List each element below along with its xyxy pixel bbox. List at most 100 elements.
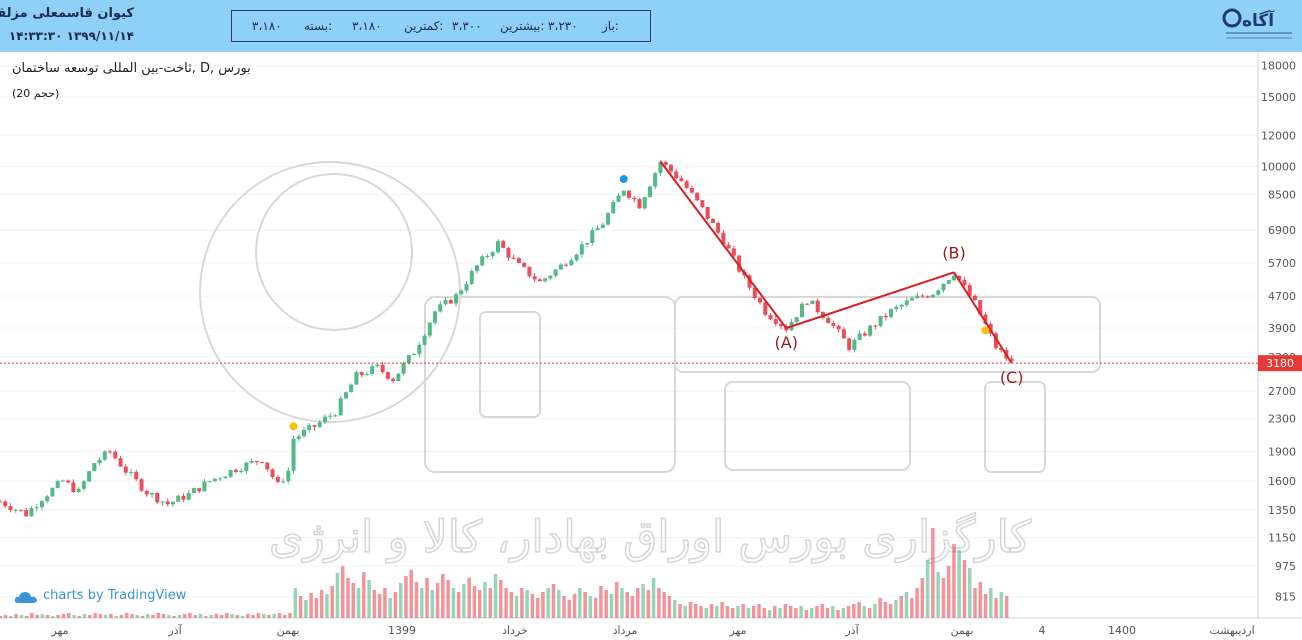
volume-bar: [662, 592, 666, 618]
watermark-shape: [724, 381, 911, 471]
candle-body: [731, 248, 736, 256]
candle-body: [207, 481, 212, 483]
volume-bar: [741, 604, 745, 618]
volume-bar: [957, 550, 961, 618]
x-tick-label: آذر: [167, 623, 182, 637]
volume-bar: [251, 615, 255, 618]
candle-body: [338, 398, 343, 416]
volume-bar: [351, 583, 356, 618]
volume-bar: [999, 592, 1004, 618]
volume-bar: [636, 588, 640, 618]
candle-body: [543, 278, 548, 282]
candle-body: [773, 319, 778, 325]
candle-body: [433, 311, 438, 323]
volume-bar: [272, 614, 276, 618]
volume-bar: [678, 604, 682, 618]
volume-bar: [66, 613, 71, 618]
candle-body: [957, 275, 962, 281]
volume-bar: [651, 578, 656, 618]
volume-bar: [546, 588, 550, 618]
candle-body: [647, 186, 652, 198]
volume-bar: [98, 614, 103, 618]
x-tick-label: بهمن: [951, 624, 974, 637]
volume-bar: [646, 590, 651, 618]
candle-body: [317, 422, 322, 427]
candle-body: [375, 364, 380, 367]
candle-body: [8, 506, 13, 511]
candle-body: [24, 510, 29, 517]
volume-bar: [967, 568, 972, 618]
candle-body: [170, 501, 175, 505]
candle-body: [799, 303, 804, 318]
volume-bar: [509, 592, 514, 618]
y-tick-label: 975: [1275, 560, 1296, 573]
volume-bar: [420, 588, 424, 618]
candle-body: [307, 425, 312, 430]
x-tick-label: مهر: [50, 624, 68, 637]
volume-bar: [720, 602, 724, 618]
wave-label: (A): [775, 333, 798, 352]
volume-bar: [462, 584, 466, 618]
volume-bar: [367, 580, 371, 618]
candle-body: [427, 322, 432, 336]
volume-bar: [815, 606, 819, 618]
candle-body: [784, 326, 789, 331]
volume-bar: [51, 616, 55, 618]
volume-bar: [857, 602, 861, 618]
volume-bar: [1004, 596, 1009, 618]
tradingview-cloud-icon[interactable]: [14, 589, 38, 605]
volume-bar: [362, 572, 366, 618]
volume-bar: [846, 606, 851, 618]
x-tick-label: 1399: [388, 624, 416, 637]
volume-bar: [630, 596, 635, 618]
candle-body: [202, 481, 207, 492]
candle-body: [972, 295, 977, 301]
candle-body: [668, 164, 673, 172]
volume-bar: [14, 614, 18, 618]
x-tick-label: مرداد: [613, 624, 638, 637]
candle-body: [695, 192, 700, 201]
volume-bar: [773, 606, 777, 618]
volume-bar: [931, 528, 935, 618]
y-tick-label: 10000: [1261, 161, 1296, 174]
x-tick-label: 1400: [1108, 624, 1136, 637]
volume-bar: [836, 610, 840, 618]
volume-bar: [240, 616, 245, 618]
tradingview-credit[interactable]: charts by TradingView: [43, 588, 187, 603]
low-label: کمترین:: [404, 19, 444, 33]
candle-body: [50, 487, 55, 497]
candle-body: [564, 264, 569, 266]
watermark-shape: [424, 296, 676, 473]
volume-bar: [441, 574, 445, 618]
volume-bar: [867, 608, 872, 618]
candle-body: [139, 479, 144, 491]
last-price-badge-bg: [1258, 355, 1302, 372]
volume-bar: [936, 572, 940, 618]
volume-bar: [409, 570, 413, 618]
candle-body: [370, 366, 375, 375]
candle-body: [228, 470, 233, 477]
volume-bar: [335, 573, 340, 618]
symbol-title: بورس ,D ,ثاخت-بین المللی توسعه ساختمان: [12, 61, 251, 76]
candle-body: [469, 271, 474, 285]
candle-body: [0, 501, 2, 503]
open-label: باز:: [602, 19, 619, 33]
volume-bar: [182, 614, 187, 618]
volume-bar: [599, 586, 603, 618]
volume-bar: [325, 594, 329, 618]
volume-bar: [757, 604, 761, 618]
candle-body: [689, 187, 694, 193]
volume-bar: [430, 590, 435, 618]
candle-body: [710, 218, 715, 223]
candle-body: [768, 314, 773, 320]
volume-bar: [388, 598, 392, 618]
volume-bar: [124, 613, 129, 618]
y-tick-label: 2700: [1268, 385, 1296, 398]
logo-text: آگاه: [1242, 9, 1275, 31]
volume-bar: [736, 606, 740, 618]
volume-bar: [910, 598, 914, 618]
candle-body: [76, 488, 81, 493]
candle-body: [548, 275, 553, 279]
candle-body: [847, 338, 852, 350]
candle-body: [197, 488, 202, 492]
